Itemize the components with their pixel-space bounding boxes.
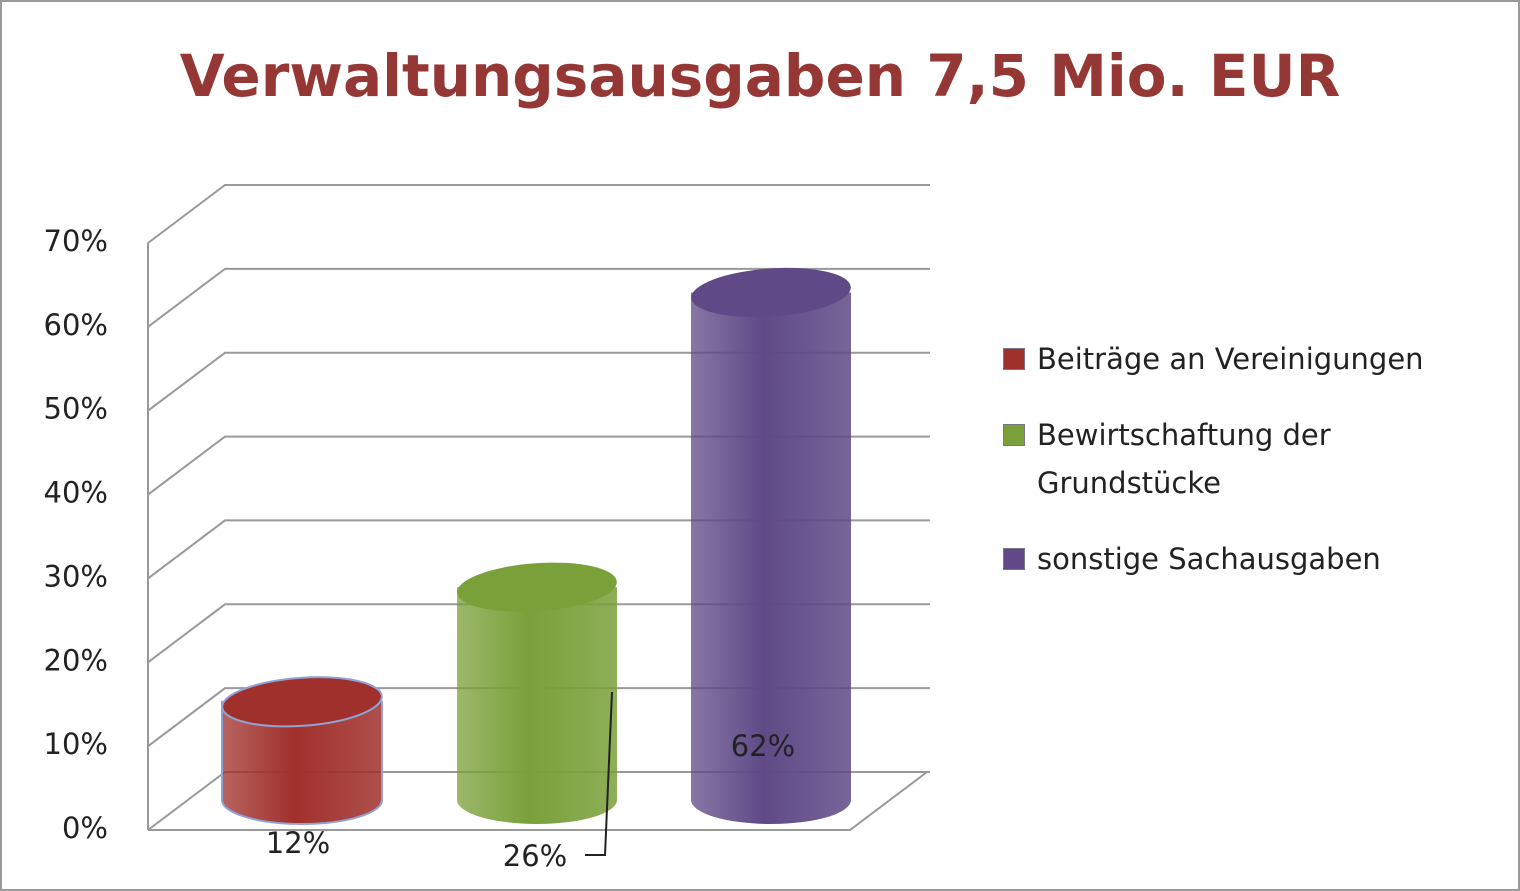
y-tick-label: 0% — [62, 811, 108, 845]
bar — [221, 700, 383, 825]
legend-label: Bewirtschaftung der Grundstücke — [1037, 418, 1331, 500]
grid-line — [147, 184, 930, 244]
legend-swatch — [1003, 348, 1025, 370]
data-label: 62% — [731, 729, 795, 763]
y-tick-label: 60% — [44, 308, 108, 342]
y-tick-label: 70% — [44, 224, 108, 258]
data-label: 26% — [503, 839, 567, 873]
y-tick-label: 20% — [44, 643, 108, 677]
y-tick-label: 30% — [44, 559, 108, 593]
chart-title: Verwaltungsausgaben 7,5 Mio. EUR — [180, 42, 1341, 110]
legend: Beiträge an Vereinigungen Bewirtschaftung… — [1000, 335, 1470, 611]
legend-item: sonstige Sachausgaben — [1000, 535, 1470, 583]
legend-item: Bewirtschaftung der Grundstücke — [1000, 411, 1470, 507]
bar — [457, 587, 617, 824]
bar — [691, 292, 851, 824]
legend-swatch — [1003, 424, 1025, 446]
bar-top — [457, 562, 617, 612]
bars — [221, 267, 851, 825]
legend-label: sonstige Sachausgaben — [1037, 542, 1381, 576]
leader-line — [585, 691, 613, 856]
floor — [148, 771, 928, 831]
legend-label: Beiträge an Vereinigungen — [1037, 342, 1424, 376]
y-tick-label: 50% — [44, 392, 108, 426]
y-tick-label: 10% — [44, 727, 108, 761]
legend-swatch — [1003, 548, 1025, 570]
y-tick-label: 40% — [44, 476, 108, 510]
bar-top — [691, 267, 851, 318]
data-label: 12% — [266, 826, 330, 860]
bar-top — [221, 676, 383, 728]
grid-line — [147, 267, 930, 328]
legend-item: Beiträge an Vereinigungen — [1000, 335, 1470, 383]
